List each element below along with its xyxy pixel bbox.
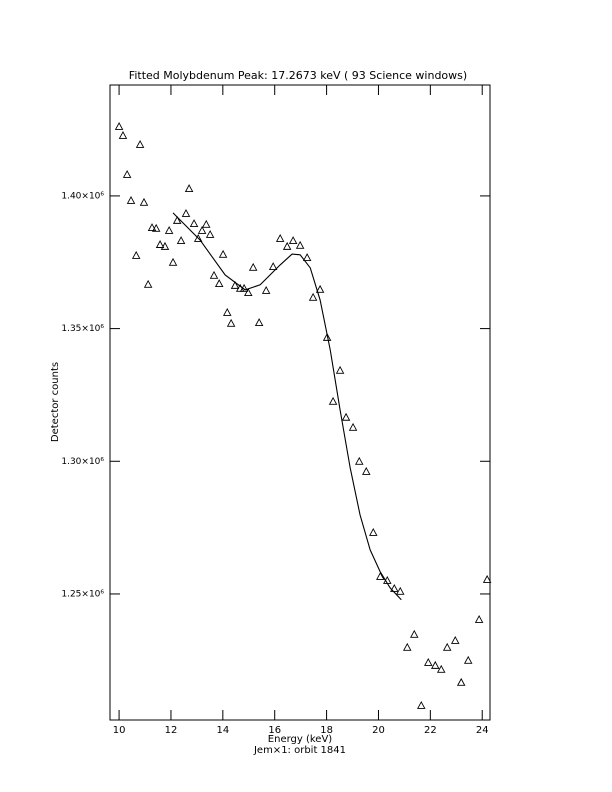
data-point	[254, 318, 264, 326]
x-tick-label: 20	[372, 725, 385, 736]
data-point	[197, 225, 207, 234]
data-point	[222, 307, 232, 316]
data-point	[209, 270, 219, 279]
data-point	[126, 196, 136, 204]
data-point	[230, 280, 240, 289]
data-point	[355, 456, 364, 465]
data-point	[160, 241, 170, 250]
data-point	[218, 249, 228, 258]
y-tick-label: 1.35×10⁶	[61, 324, 104, 334]
data-point	[450, 635, 460, 644]
data-point	[122, 170, 132, 178]
data-point	[369, 527, 378, 536]
data-point	[147, 223, 157, 231]
data-point	[151, 223, 161, 232]
data-point	[168, 257, 178, 266]
data-point	[282, 241, 292, 250]
data-point	[315, 284, 325, 293]
data-point	[403, 642, 412, 651]
data-point	[275, 233, 285, 242]
data-point	[417, 700, 426, 709]
data-point	[184, 184, 194, 192]
data-point	[261, 285, 271, 294]
data-point	[268, 262, 278, 270]
data-point	[193, 233, 203, 242]
data-point	[348, 422, 358, 431]
data-point	[201, 219, 211, 228]
data-point	[341, 412, 351, 421]
data-point	[243, 288, 253, 296]
data-point	[214, 279, 224, 287]
x-axis-label: Energy (keV)	[268, 734, 333, 745]
data-point	[390, 583, 399, 592]
data-point	[189, 219, 199, 227]
fit-line	[172, 212, 402, 601]
data-point	[248, 262, 258, 271]
x-tick-label: 16	[268, 725, 281, 736]
data-point	[302, 253, 312, 261]
data-point	[376, 572, 385, 580]
x-tick-label: 12	[165, 725, 178, 736]
data-point	[181, 209, 191, 217]
data-point	[431, 660, 440, 669]
data-point	[288, 236, 298, 244]
data-point	[114, 121, 124, 130]
subtitle: Jem×1: orbit 1841	[253, 745, 346, 756]
x-tick-label: 14	[216, 725, 229, 736]
data-point	[335, 365, 345, 374]
data-point	[395, 586, 405, 595]
chart-title: Fitted Molybdenum Peak: 17.2673 keV ( 93…	[129, 69, 467, 82]
data-point	[118, 130, 128, 139]
data-point	[328, 396, 338, 405]
data-point	[474, 615, 484, 623]
data-point	[308, 292, 318, 301]
data-point	[482, 574, 492, 583]
x-tick-label: 18	[320, 725, 333, 736]
data-point	[205, 229, 215, 238]
data-point	[322, 332, 332, 341]
data-point	[155, 240, 165, 248]
x-tick-label: 22	[424, 725, 437, 736]
plot-frame	[109, 84, 491, 721]
y-axis-label: Detector counts	[50, 362, 61, 442]
data-point	[143, 279, 153, 288]
data-point	[424, 657, 433, 666]
y-tick-label: 1.30×10⁶	[61, 457, 104, 467]
data-point	[362, 466, 371, 475]
data-point	[410, 629, 419, 638]
data-point	[436, 664, 446, 673]
data-point	[176, 236, 186, 244]
data-point	[226, 318, 236, 327]
y-tick-label: 1.25×10⁶	[61, 589, 104, 599]
data-point	[172, 215, 182, 224]
data-point	[456, 677, 466, 686]
data-point	[135, 140, 145, 148]
x-tick-label: 10	[113, 725, 126, 736]
x-tick-label: 24	[476, 725, 489, 736]
data-point	[463, 655, 473, 664]
y-tick-label: 1.40×10⁶	[61, 191, 104, 201]
data-point	[295, 240, 305, 249]
data-point	[131, 250, 141, 259]
data-point	[139, 197, 149, 206]
data-point	[164, 225, 174, 234]
data-point	[442, 642, 452, 651]
